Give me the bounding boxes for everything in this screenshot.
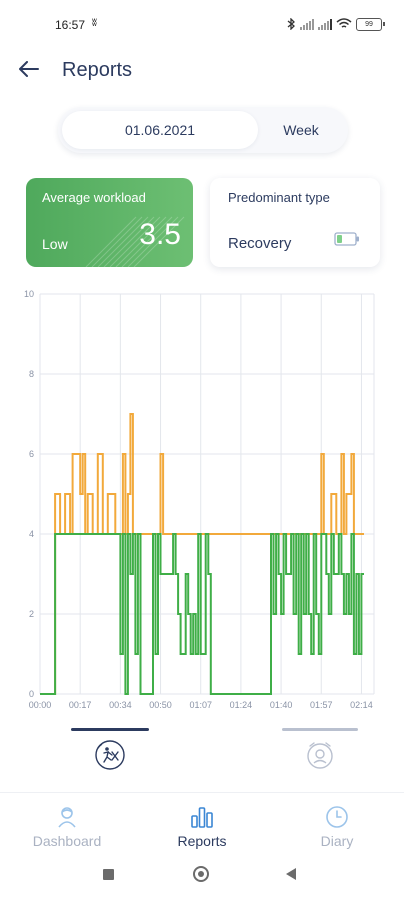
workload-chart: 0 2 4 6 8 10 00:00 00:17 00:34 00:50 01:07 01:24 01… [24,289,375,710]
x-axis-ticks: 00:00 00:17 00:34 00:50 01:07 01:24 01:40 01:57… [29,700,373,710]
wifi-icon [336,18,352,28]
status-icons: 99 [287,16,385,32]
clock-icon [326,806,348,828]
predominant-type-title: Predominant type [228,190,330,205]
y-tick-label: 6 [29,449,34,459]
alarm-clock-icon [307,742,333,769]
workload-title: Average workload [42,190,146,205]
nav-diary-label: Diary [320,833,354,849]
predominant-type-card[interactable]: Predominant type Recovery [210,178,380,267]
nav-reports-label: Reports [177,833,227,849]
workload-level: Low [42,236,68,252]
x-tick-label: 01:24 [230,700,253,710]
status-time: 16:57 [55,18,86,32]
predominant-type-value: Recovery [228,235,292,252]
x-tick-label: 00:50 [149,700,172,710]
x-tick-label: 00:00 [29,700,52,710]
nav-diary[interactable]: Diary [287,799,387,853]
period-selector: 01.06.2021 Week [58,107,348,153]
y-tick-label: 8 [29,369,34,379]
x-tick-label: 01:07 [189,700,212,710]
bar-chart-icon [191,807,213,828]
nav-dashboard-label: Dashboard [32,833,102,849]
series-line-0 [40,413,364,695]
recent-apps-button[interactable] [103,869,114,880]
dashboard-person-icon [58,807,76,828]
chart-tab-indicator-active [71,728,149,731]
x-tick-label: 01:40 [270,700,293,710]
system-back-button[interactable] [286,868,296,880]
workload-value: 3.5 [139,218,181,251]
date-picker-button[interactable]: 01.06.2021 [62,111,258,149]
x-tick-label: 01:57 [310,700,333,710]
page-title: Reports [62,59,133,81]
system-navigation-bar [0,854,404,900]
week-toggle-button[interactable]: Week [283,122,319,138]
y-tick-label: 2 [29,609,34,619]
bluetooth-icon [287,18,295,30]
y-tick-label: 0 [29,689,34,699]
average-workload-card[interactable]: Average workload Low 3.5 [26,178,193,267]
bottom-navigation: Dashboard Reports Diary [0,792,404,855]
y-tick-label: 10 [24,289,34,299]
y-tick-label: 4 [29,529,34,539]
x-tick-label: 02:14 [350,700,373,710]
back-button[interactable] [16,56,42,82]
nav-reports[interactable]: Reports [152,799,252,853]
series-line-1 [40,533,364,695]
signal-icon-2 [318,18,332,30]
status-bar: 16:57 ʬ 99 [0,0,404,52]
home-button[interactable] [193,866,209,882]
nav-dashboard[interactable]: Dashboard [17,799,117,853]
sleep-tab[interactable] [303,738,337,772]
notification-icon: ʬ [92,18,97,29]
x-tick-label: 00:34 [109,700,132,710]
battery-icon: 99 [356,17,385,31]
header: Reports [0,52,404,88]
hatch-pattern-decoration [85,216,185,267]
x-tick-label: 00:17 [69,700,92,710]
battery-low-icon [334,232,359,246]
y-axis-ticks: 0 2 4 6 8 10 [24,289,34,699]
activity-tab[interactable] [93,738,127,772]
signal-icon [300,18,314,30]
arrow-left-icon [19,61,39,77]
chart-tab-indicator-inactive [282,728,358,731]
chart-series [40,413,364,695]
activity-vs-recovery-icon [95,740,125,770]
